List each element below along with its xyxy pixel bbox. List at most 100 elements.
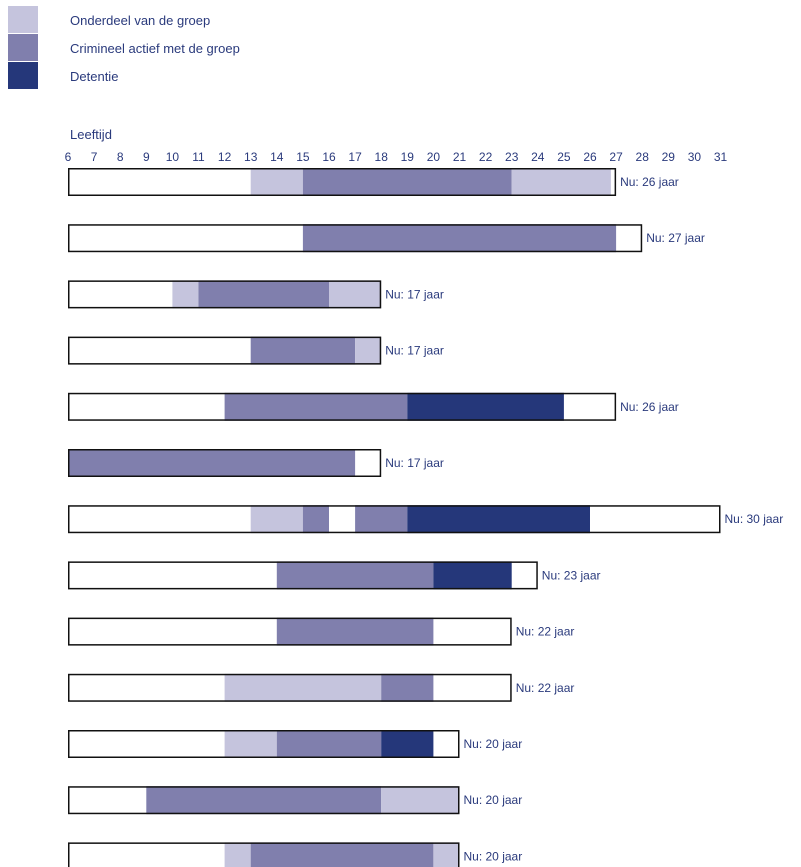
segment-onderdeel xyxy=(224,730,277,758)
row-outline xyxy=(68,617,512,646)
x-tick-label: 17 xyxy=(348,150,362,164)
legend-swatch-onderdeel xyxy=(8,6,38,33)
segment-onderdeel xyxy=(224,842,251,867)
x-tick-label: 14 xyxy=(270,150,284,164)
x-axis-ticks: 6 7 8 9 10 11 12 13 14 15 16 17 18 19 20 21 22 23 24 25 26 27… xyxy=(65,150,728,164)
legend-label-detentie: Detentie xyxy=(70,69,119,84)
timeline-row: Nu: 27 jaar xyxy=(68,224,705,253)
now-label: Nu: 26 jaar xyxy=(620,175,679,189)
segment-detentie xyxy=(433,561,512,590)
row-outline xyxy=(68,168,617,196)
now-label: Nu: 30 jaar xyxy=(725,512,784,526)
row-outline xyxy=(68,842,460,867)
x-tick-label: 6 xyxy=(65,150,72,164)
x-tick-label: 31 xyxy=(714,150,728,164)
timeline-row: Nu: 20 jaar xyxy=(68,842,522,867)
now-label: Nu: 26 jaar xyxy=(620,400,679,414)
x-tick-label: 30 xyxy=(688,150,702,164)
segment-crimineel xyxy=(276,730,382,758)
segment-crimineel xyxy=(302,168,512,196)
timeline-rows: Nu: 26 jaar Nu: 27 jaar Nu: 17 jaar Nu: 17 … xyxy=(68,168,783,867)
segment-detentie xyxy=(381,730,434,758)
segment-onderdeel xyxy=(250,505,303,534)
now-label: Nu: 20 jaar xyxy=(464,849,523,863)
now-label: Nu: 22 jaar xyxy=(516,681,575,695)
x-tick-label: 11 xyxy=(192,150,205,164)
x-tick-label: 19 xyxy=(401,150,415,164)
x-tick-label: 20 xyxy=(427,150,441,164)
x-tick-label: 26 xyxy=(583,150,597,164)
segment-crimineel xyxy=(276,617,434,646)
segment-crimineel xyxy=(250,842,434,867)
row-outline xyxy=(68,224,643,253)
now-label: Nu: 17 jaar xyxy=(385,287,444,301)
segment-crimineel xyxy=(198,280,329,309)
timeline-row: Nu: 22 jaar xyxy=(68,673,575,702)
row-outline xyxy=(68,786,460,815)
segment-onderdeel xyxy=(172,280,199,309)
x-tick-label: 21 xyxy=(453,150,467,164)
x-tick-label: 27 xyxy=(609,150,623,164)
now-label: Nu: 22 jaar xyxy=(516,625,575,639)
x-tick-label: 18 xyxy=(375,150,389,164)
timeline-row: Nu: 23 jaar xyxy=(68,561,601,590)
now-label: Nu: 23 jaar xyxy=(542,568,601,582)
segment-crimineel xyxy=(302,505,329,534)
segment-crimineel xyxy=(381,673,434,702)
legend-swatch-crimineel xyxy=(8,34,38,61)
row-outline xyxy=(68,280,382,309)
timeline-row: Nu: 26 jaar xyxy=(68,168,679,196)
segment-onderdeel xyxy=(250,168,303,196)
row-outline xyxy=(68,673,512,702)
segment-onderdeel xyxy=(433,842,460,867)
x-tick-label: 15 xyxy=(296,150,310,164)
legend-label-onderdeel: Onderdeel van de groep xyxy=(70,13,211,28)
segment-detentie xyxy=(407,505,590,534)
segment-onderdeel xyxy=(355,336,382,365)
now-label: Nu: 17 jaar xyxy=(385,344,444,358)
x-tick-label: 9 xyxy=(143,150,150,164)
now-label: Nu: 27 jaar xyxy=(646,231,705,245)
row-outline xyxy=(68,449,382,477)
x-tick-label: 13 xyxy=(244,150,258,164)
segment-onderdeel xyxy=(329,280,382,309)
x-tick-label: 12 xyxy=(218,150,232,164)
x-tick-label: 28 xyxy=(636,150,650,164)
x-tick-label: 8 xyxy=(117,150,124,164)
x-tick-label: 10 xyxy=(166,150,180,164)
segment-crimineel xyxy=(250,336,356,365)
x-tick-label: 23 xyxy=(505,150,519,164)
row-outline xyxy=(68,505,721,534)
row-outline xyxy=(68,561,538,590)
x-tick-label: 7 xyxy=(91,150,98,164)
row-outline xyxy=(68,392,617,421)
x-tick-label: 24 xyxy=(531,150,545,164)
segment-onderdeel xyxy=(381,786,460,815)
x-tick-label: 22 xyxy=(479,150,493,164)
segment-detentie xyxy=(407,392,564,421)
segment-onderdeel xyxy=(224,673,382,702)
x-tick-label: 29 xyxy=(662,150,676,164)
timeline-row: Nu: 20 jaar xyxy=(68,786,523,815)
timeline-row: Nu: 30 jaar xyxy=(68,505,784,534)
legend-swatch-detentie xyxy=(8,62,38,89)
segment-crimineel xyxy=(302,224,617,253)
row-outline xyxy=(68,336,382,365)
segment-crimineel xyxy=(355,505,408,534)
x-axis-label: Leeftijd xyxy=(70,127,112,142)
segment-crimineel xyxy=(68,449,356,477)
timeline-row: Nu: 22 jaar xyxy=(68,617,575,646)
timeline-row: Nu: 17 jaar xyxy=(68,280,444,309)
row-outline xyxy=(68,730,460,758)
now-label: Nu: 20 jaar xyxy=(464,793,523,807)
timeline-row: Nu: 20 jaar xyxy=(68,730,522,758)
now-label: Nu: 20 jaar xyxy=(464,737,523,751)
legend-label-crimineel: Crimineel actief met de groep xyxy=(70,41,240,56)
segment-crimineel xyxy=(224,392,408,421)
x-tick-label: 25 xyxy=(557,150,571,164)
segment-crimineel xyxy=(276,561,434,590)
segment-crimineel xyxy=(146,786,382,815)
now-label: Nu: 17 jaar xyxy=(385,456,444,470)
timeline-row: Nu: 26 jaar xyxy=(68,392,679,421)
